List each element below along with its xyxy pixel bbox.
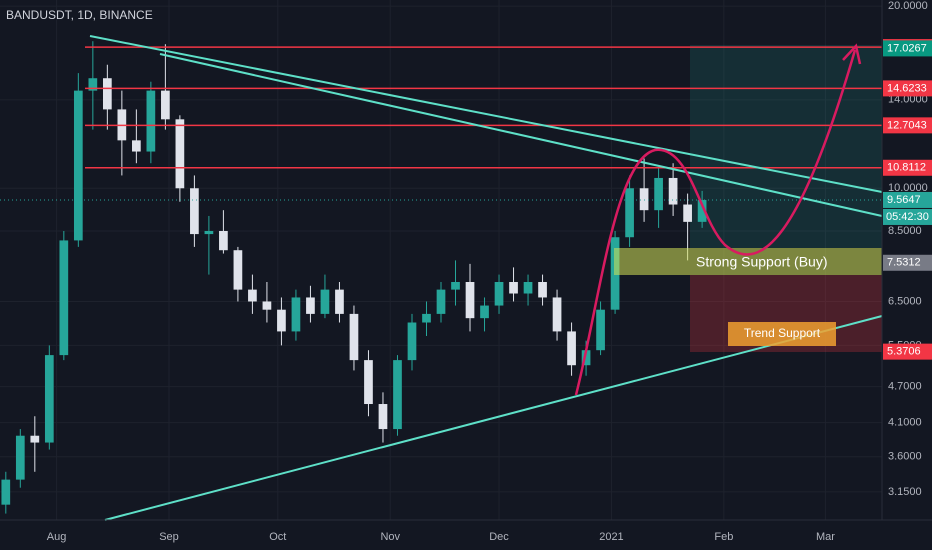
candle-body [697,199,707,222]
annotation: Trend Support [744,326,821,340]
x-tick-label: Dec [489,531,509,543]
candle-body [277,309,286,332]
y-tick-label: 3.6000 [888,451,922,463]
candle-body [59,240,69,356]
candle-body [219,230,228,251]
candle-body [509,281,518,294]
price-tag [883,159,932,176]
candle-body [465,281,475,319]
candle-body [44,355,54,443]
x-tick-label: Oct [269,531,286,543]
candle-body [625,188,634,238]
trend-line [89,35,883,193]
candle-body [407,322,417,361]
candle-body [190,188,199,235]
candle-body [30,435,40,443]
candle-body [436,289,446,314]
x-tick-label: Aug [47,531,67,543]
countdown-label: 05:42:30 [886,211,929,223]
grid [0,0,882,520]
candle-body [102,78,112,110]
price-tag [883,191,932,208]
candle-body [306,297,315,314]
price-tag-label: 5.3706 [887,346,921,358]
candle-body [494,281,504,306]
x-tick-label: Sep [159,531,179,543]
annotation: Strong Support (Buy) [696,254,828,270]
levels [0,46,882,201]
y-tick-label: 10.0000 [888,182,928,194]
y-tick-label: 14.0000 [888,94,928,106]
candle-body [161,90,170,120]
trend-line [159,53,883,217]
candle-body [378,404,388,430]
candle-body [596,309,605,351]
price-tag-label: 14.6233 [887,82,927,94]
candle-body [248,289,257,302]
y-tick-label: 6.5000 [888,295,922,307]
candle-body [567,331,576,366]
price-tag-label: 9.5647 [887,194,921,206]
y-tick-label: 8.5000 [888,225,922,237]
candle-body [146,90,156,152]
candle-body [654,177,663,211]
y-tick-label: 3.1500 [888,486,922,498]
price-tag-label: 10.8112 [887,162,926,174]
candle-body [523,281,533,294]
price-tag [883,343,932,360]
candle-body [320,289,330,314]
candle-body [639,188,649,211]
projection-curve [574,49,857,396]
candle-body [1,479,11,505]
candle-body [683,204,692,222]
price-tag [883,254,932,271]
y-tick-label: 20.0000 [888,0,928,12]
price-tag [883,117,932,134]
candle-body [349,313,359,361]
y-tick-label: 4.7000 [888,381,922,393]
target-zone [690,45,882,248]
candle-body [480,305,489,319]
candle-body [538,281,547,298]
price-tag [883,80,932,97]
annotation-box [728,322,836,346]
axes: 20.000014.000010.00008.50006.50005.50004… [47,0,932,543]
candle-body [552,297,562,332]
price-tag [883,40,932,57]
countdown-tag [883,208,932,225]
candle-body [393,360,402,430]
price-tag-label: 12.7043 [887,119,927,131]
candle-body [451,281,460,290]
candle-body [15,435,25,480]
candle-body [581,350,591,366]
candle-body [73,90,83,241]
x-tick-label: Mar [816,531,835,543]
projection-arrow [842,43,862,65]
y-tick-label: 4.1000 [888,416,922,428]
price-tag-label: 17.0267 [887,42,927,54]
candle-body [233,250,243,290]
chart-title: BANDUSDT, 1D, BINANCE [6,8,153,22]
x-tick-label: 2021 [599,531,623,543]
candle-body [364,360,373,405]
candle-body [262,301,272,310]
candle-body [291,297,301,332]
candle-body [175,119,185,189]
price-tag-label: 7.5312 [887,257,921,269]
candle-body [668,177,678,205]
candle-body [422,313,431,323]
candle-body [132,140,141,152]
candle-body [335,289,344,314]
trend-line [104,315,883,521]
candle-body [204,230,214,235]
support-box [614,248,882,275]
x-tick-label: Nov [380,531,400,543]
candle-body [88,78,98,91]
x-tick-label: Feb [714,531,733,543]
